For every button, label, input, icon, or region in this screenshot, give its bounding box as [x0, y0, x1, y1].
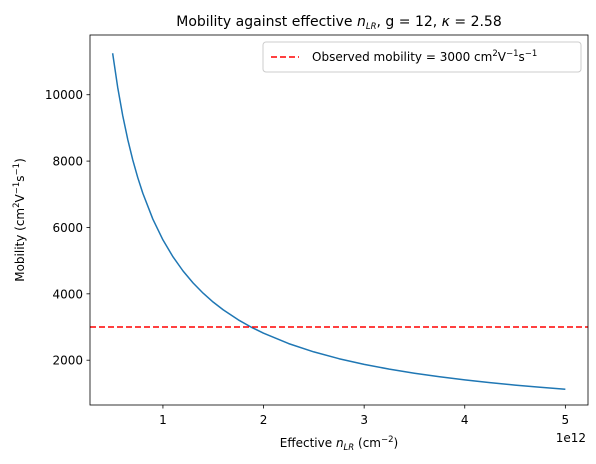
mobility-curve: [111, 53, 566, 390]
legend-box: [262, 41, 582, 73]
x-tick-label: 2: [260, 413, 268, 427]
y-axis-label: Mobility (cm2V−1s−1): [12, 158, 27, 282]
x-offset-label: 1e12: [556, 431, 586, 445]
x-tick-label: 4: [461, 413, 469, 427]
y-tick-label: 6000: [52, 221, 83, 235]
y-tick-label: 4000: [52, 287, 83, 301]
y-tick-label: 8000: [52, 155, 83, 169]
axes-frame: [89, 34, 589, 406]
x-axis-ticks: 1 2 3 4 5: [159, 405, 569, 427]
y-axis-ticks: 2000 4000 6000 8000 10000: [45, 88, 90, 368]
series-layer: [90, 53, 588, 390]
legend: Observed mobility = 3000 cm2V−1s−1: [262, 41, 582, 73]
x-tick-label: 1: [159, 413, 167, 427]
y-tick-label: 10000: [45, 88, 83, 102]
x-axis-label: Effective nLR (cm−2): [280, 435, 398, 453]
chart-title: Mobility against effective nLR, g = 12, …: [176, 14, 502, 32]
legend-label-observed: Observed mobility = 3000 cm2V−1s−1: [312, 49, 537, 64]
y-tick-label: 2000: [52, 354, 83, 368]
x-tick-label: 3: [360, 413, 368, 427]
x-tick-label: 5: [562, 413, 570, 427]
